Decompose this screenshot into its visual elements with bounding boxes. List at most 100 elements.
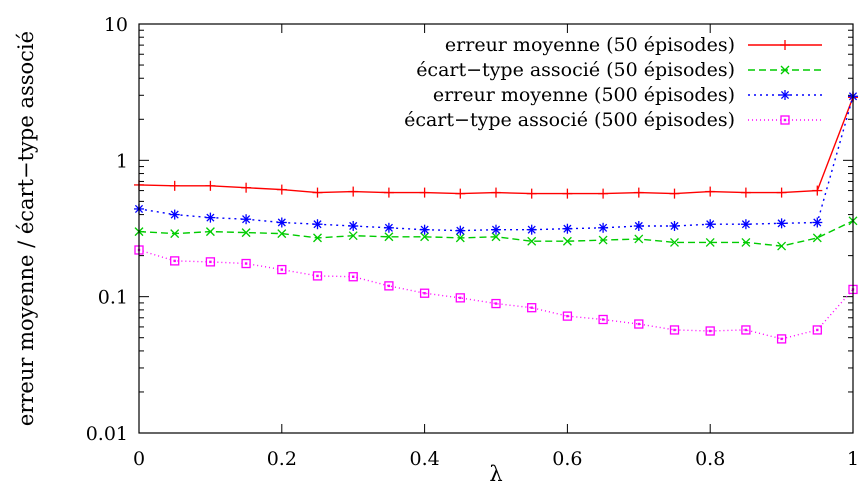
data-point [669,188,680,199]
legend-entry: erreur moyenne (500 épisodes) [433,84,822,106]
data-point [205,212,216,223]
data-point [205,227,215,237]
data-point [348,186,359,197]
legend-marker [780,40,790,50]
data-point [241,214,252,225]
data-point [491,187,501,198]
data-point [277,229,287,239]
data-point [705,237,715,247]
data-point [776,334,787,344]
data-point [170,229,180,239]
data-point [598,235,608,245]
y-tick-label: 10 [104,14,128,36]
legend-marker [780,115,790,125]
data-point [812,217,823,228]
data-point [491,232,501,242]
data-point [276,217,287,228]
data-point [455,293,465,303]
legend: erreur moyenne (50 épisodes) écart−type a… [404,34,822,131]
y-tick-labels: 0.01 0.1 1 10 [86,14,128,445]
plot-frame [138,23,854,434]
data-point [383,187,394,198]
data-point [384,281,394,291]
data-point [598,188,609,199]
data-point [312,219,323,230]
x-tick-label: 0.8 [695,448,725,470]
data-point [384,232,394,242]
data-point [419,224,430,235]
data-point [776,187,787,198]
data-point [740,187,751,198]
data-point [455,225,466,236]
x-axis-label: λ [489,462,502,486]
legend-label: écart−type associé (500 épisodes) [404,109,735,131]
data-point [740,219,751,230]
data-point [669,220,680,231]
data-point [741,237,751,247]
series-4 [134,245,858,344]
x-tick-label: 0.4 [409,448,439,470]
data-point [169,209,180,220]
data-point [313,233,322,243]
data-point [169,180,180,191]
data-point [348,220,359,231]
data-point [562,188,573,199]
y-tick-label: 0.1 [98,287,128,309]
legend-marker [780,90,790,100]
series-3 [134,91,858,236]
plot-series [134,91,858,344]
data-point [276,184,287,195]
data-point [598,314,608,325]
data-point [491,298,501,309]
data-point [527,236,537,246]
x-tick-labels: 0 0.2 0.4 0.6 0.8 1 [133,448,858,470]
y-tick-label: 0.01 [86,423,128,445]
data-point [776,218,787,229]
data-point [348,231,358,241]
data-point [455,188,466,199]
data-point [241,258,251,269]
y-axis-label: erreur moyenne / écart−type associé [14,31,38,426]
data-point [241,228,251,238]
data-point [634,319,644,329]
data-point [562,311,573,321]
legend-label: erreur moyenne (50 épisodes) [445,34,735,56]
data-point [777,241,787,251]
data-point [633,187,644,198]
legend-entry: écart−type associé (500 épisodes) [404,109,822,131]
data-point [812,325,822,335]
data-point [669,325,680,335]
data-point [705,326,715,336]
data-point [420,232,430,242]
data-point [598,222,609,233]
data-point [633,220,644,231]
data-point [526,188,537,199]
x-tick-label: 0.6 [552,448,582,470]
data-point [634,234,644,244]
x-tick-label: 1 [847,448,858,470]
data-point [812,233,822,243]
legend-label: écart−type associé (50 épisodes) [416,59,735,81]
legend-label: erreur moyenne (500 épisodes) [433,84,735,106]
data-point [170,256,180,266]
data-point [812,185,823,196]
data-point [348,272,358,282]
x-tick-label: 0.2 [267,448,297,470]
data-point [491,224,501,235]
data-point [562,223,573,234]
data-point [277,264,287,275]
data-point [312,271,323,281]
data-point [205,180,216,191]
data-point [526,224,537,235]
data-point [419,187,430,198]
series-2 [134,216,858,251]
y-tick-label: 1 [116,150,128,172]
legend-entry: erreur moyenne (50 épisodes) [445,34,822,56]
data-point [383,222,394,233]
data-point [741,325,751,335]
data-point [562,236,572,246]
data-point [705,219,716,230]
data-point [455,233,465,243]
data-point [705,186,716,197]
